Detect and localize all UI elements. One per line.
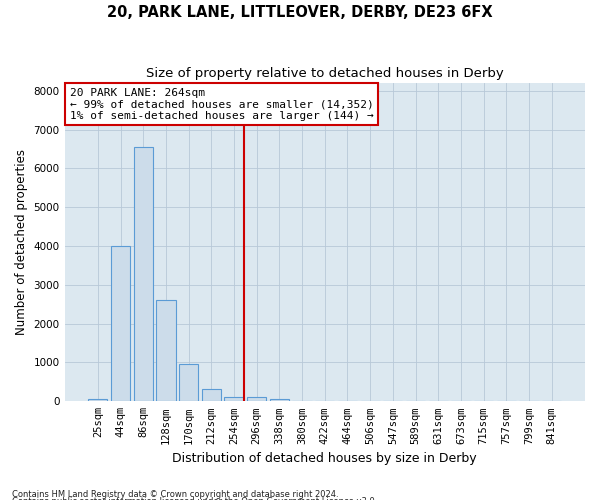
Title: Size of property relative to detached houses in Derby: Size of property relative to detached ho… [146, 68, 503, 80]
Bar [224, 397, 244, 402]
Bar [247, 397, 266, 402]
X-axis label: Distribution of detached houses by size in Derby: Distribution of detached houses by size … [172, 452, 477, 465]
Bar [270, 398, 289, 402]
Bar [134, 147, 153, 402]
Bar [88, 399, 107, 402]
Text: 20 PARK LANE: 264sqm
← 99% of detached houses are smaller (14,352)
1% of semi-de: 20 PARK LANE: 264sqm ← 99% of detached h… [70, 88, 373, 121]
Bar [156, 300, 176, 402]
Text: Contains public sector information licensed under the Open Government Licence v3: Contains public sector information licen… [12, 497, 377, 500]
Bar [179, 364, 198, 402]
Bar [111, 246, 130, 402]
Bar [202, 389, 221, 402]
Text: 20, PARK LANE, LITTLEOVER, DERBY, DE23 6FX: 20, PARK LANE, LITTLEOVER, DERBY, DE23 6… [107, 5, 493, 20]
Y-axis label: Number of detached properties: Number of detached properties [15, 149, 28, 335]
Text: Contains HM Land Registry data © Crown copyright and database right 2024.: Contains HM Land Registry data © Crown c… [12, 490, 338, 499]
